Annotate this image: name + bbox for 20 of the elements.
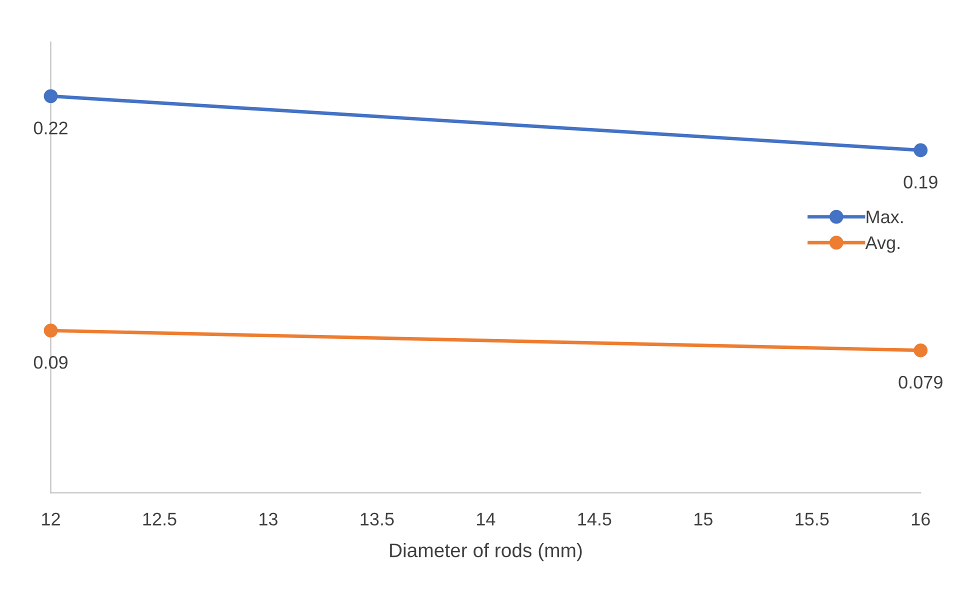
x-axis-title: Diameter of rods (mm) (390, 542, 582, 562)
data-label: 0.19 (904, 176, 938, 189)
legend-label: Max. (866, 210, 903, 224)
point (44, 324, 58, 338)
data-label: 0.09 (34, 356, 68, 369)
x-tick-label: 14 (477, 512, 496, 526)
data-label: 0.079 (898, 376, 942, 389)
point (914, 343, 928, 358)
legend-label: Avg. (865, 236, 900, 253)
x-tick-label: 12.5 (143, 512, 176, 526)
x-tick-label: 16 (912, 512, 930, 526)
point (914, 143, 928, 158)
x-tick-label: 14.5 (578, 512, 612, 526)
x-tick-label: 13 (260, 512, 278, 526)
x-tick-label: 15.5 (796, 512, 829, 526)
point (44, 89, 58, 104)
x-tick-label: 13.5 (360, 512, 394, 526)
x-tick-label: 15 (694, 512, 712, 526)
data-label: 0.22 (34, 122, 68, 134)
x-tick-label: 12 (42, 512, 60, 526)
